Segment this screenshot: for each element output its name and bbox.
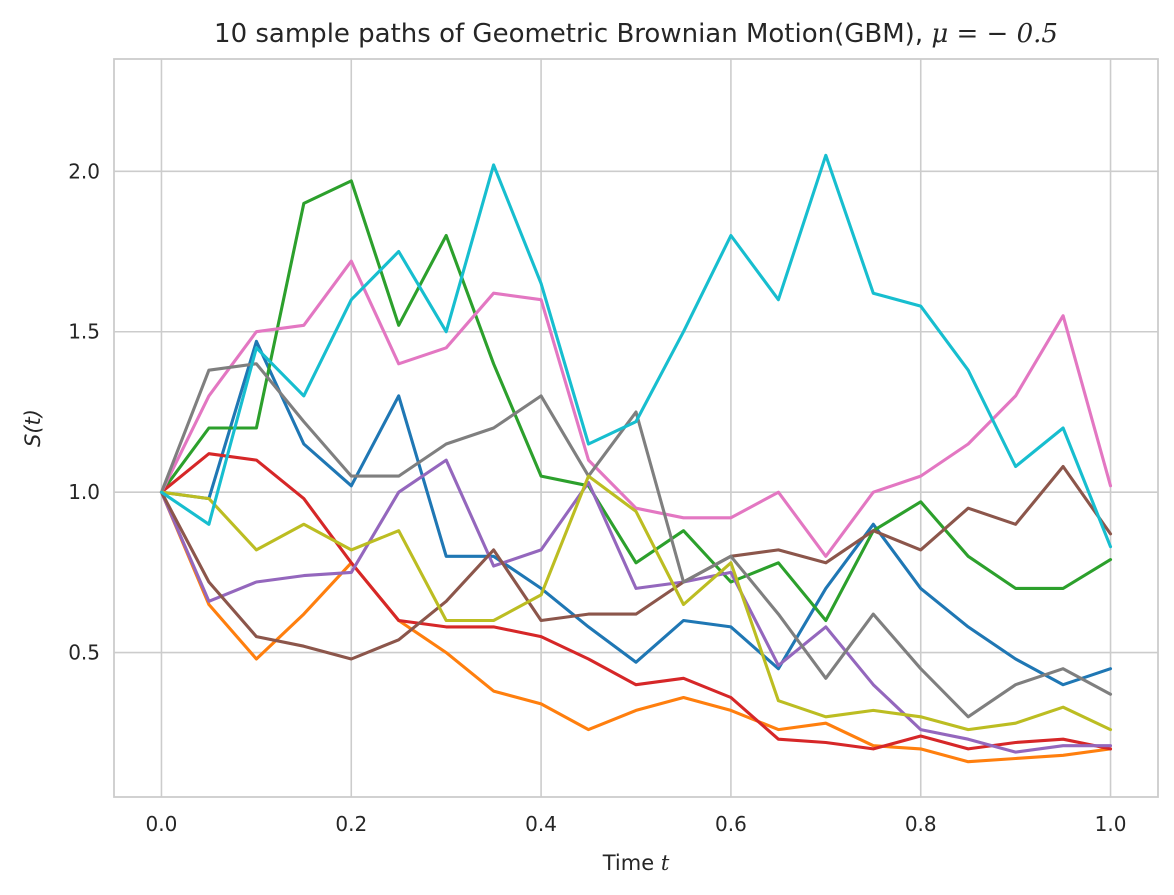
- x-tick-label: 1.0: [1095, 812, 1127, 836]
- tick-layer: 0.0 0.2 0.4 0.6 0.8 1.0 0.5 1.0 1.5 2.0: [68, 159, 1126, 836]
- x-tick-label: 0.8: [905, 812, 937, 836]
- grid-layer: [114, 59, 1158, 797]
- y-tick-label: 1.5: [68, 320, 100, 344]
- chart-title: 10 sample paths of Geometric Brownian Mo…: [214, 19, 1058, 49]
- y-tick-label: 1.0: [68, 480, 100, 504]
- x-tick-label: 0.0: [146, 812, 178, 836]
- chart-title-math: μ = − 0.5: [931, 19, 1058, 49]
- x-axis-label-math: t: [661, 851, 670, 875]
- series-line-10: [159, 153, 1113, 549]
- series-line-9: [159, 474, 1113, 732]
- series-line-6: [159, 464, 1113, 661]
- chart-title-text: 10 sample paths of Geometric Brownian Mo…: [214, 19, 931, 49]
- series-line-7: [159, 259, 1113, 558]
- series-layer: [159, 153, 1113, 764]
- x-axis-label: Time t: [602, 851, 670, 875]
- x-tick-label: 0.4: [525, 812, 557, 836]
- series-line-4: [159, 452, 1113, 751]
- x-tick-label: 0.6: [715, 812, 747, 836]
- series-line-2: [159, 490, 1113, 764]
- series-line-8: [159, 362, 1113, 719]
- x-tick-label: 0.2: [335, 812, 367, 836]
- y-tick-label: 2.0: [68, 159, 100, 183]
- y-tick-label: 0.5: [68, 641, 100, 665]
- plot-frame: [113, 58, 1159, 798]
- x-axis-label-text: Time: [602, 851, 661, 875]
- series-line-3: [159, 179, 1113, 623]
- series-line-1: [159, 339, 1113, 687]
- y-axis-label: S(t): [21, 409, 45, 447]
- series-line-5: [159, 458, 1113, 754]
